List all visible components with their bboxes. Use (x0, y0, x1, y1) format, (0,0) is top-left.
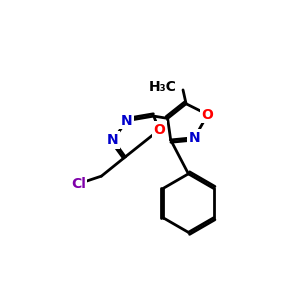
Text: Cl: Cl (71, 177, 86, 191)
Text: CH: CH (197, 90, 199, 92)
Text: O: O (153, 123, 165, 137)
Text: N: N (189, 130, 200, 145)
Text: N: N (121, 114, 133, 128)
Text: H₃C: H₃C (149, 80, 177, 94)
Text: N: N (107, 133, 119, 147)
Text: O: O (202, 107, 214, 122)
